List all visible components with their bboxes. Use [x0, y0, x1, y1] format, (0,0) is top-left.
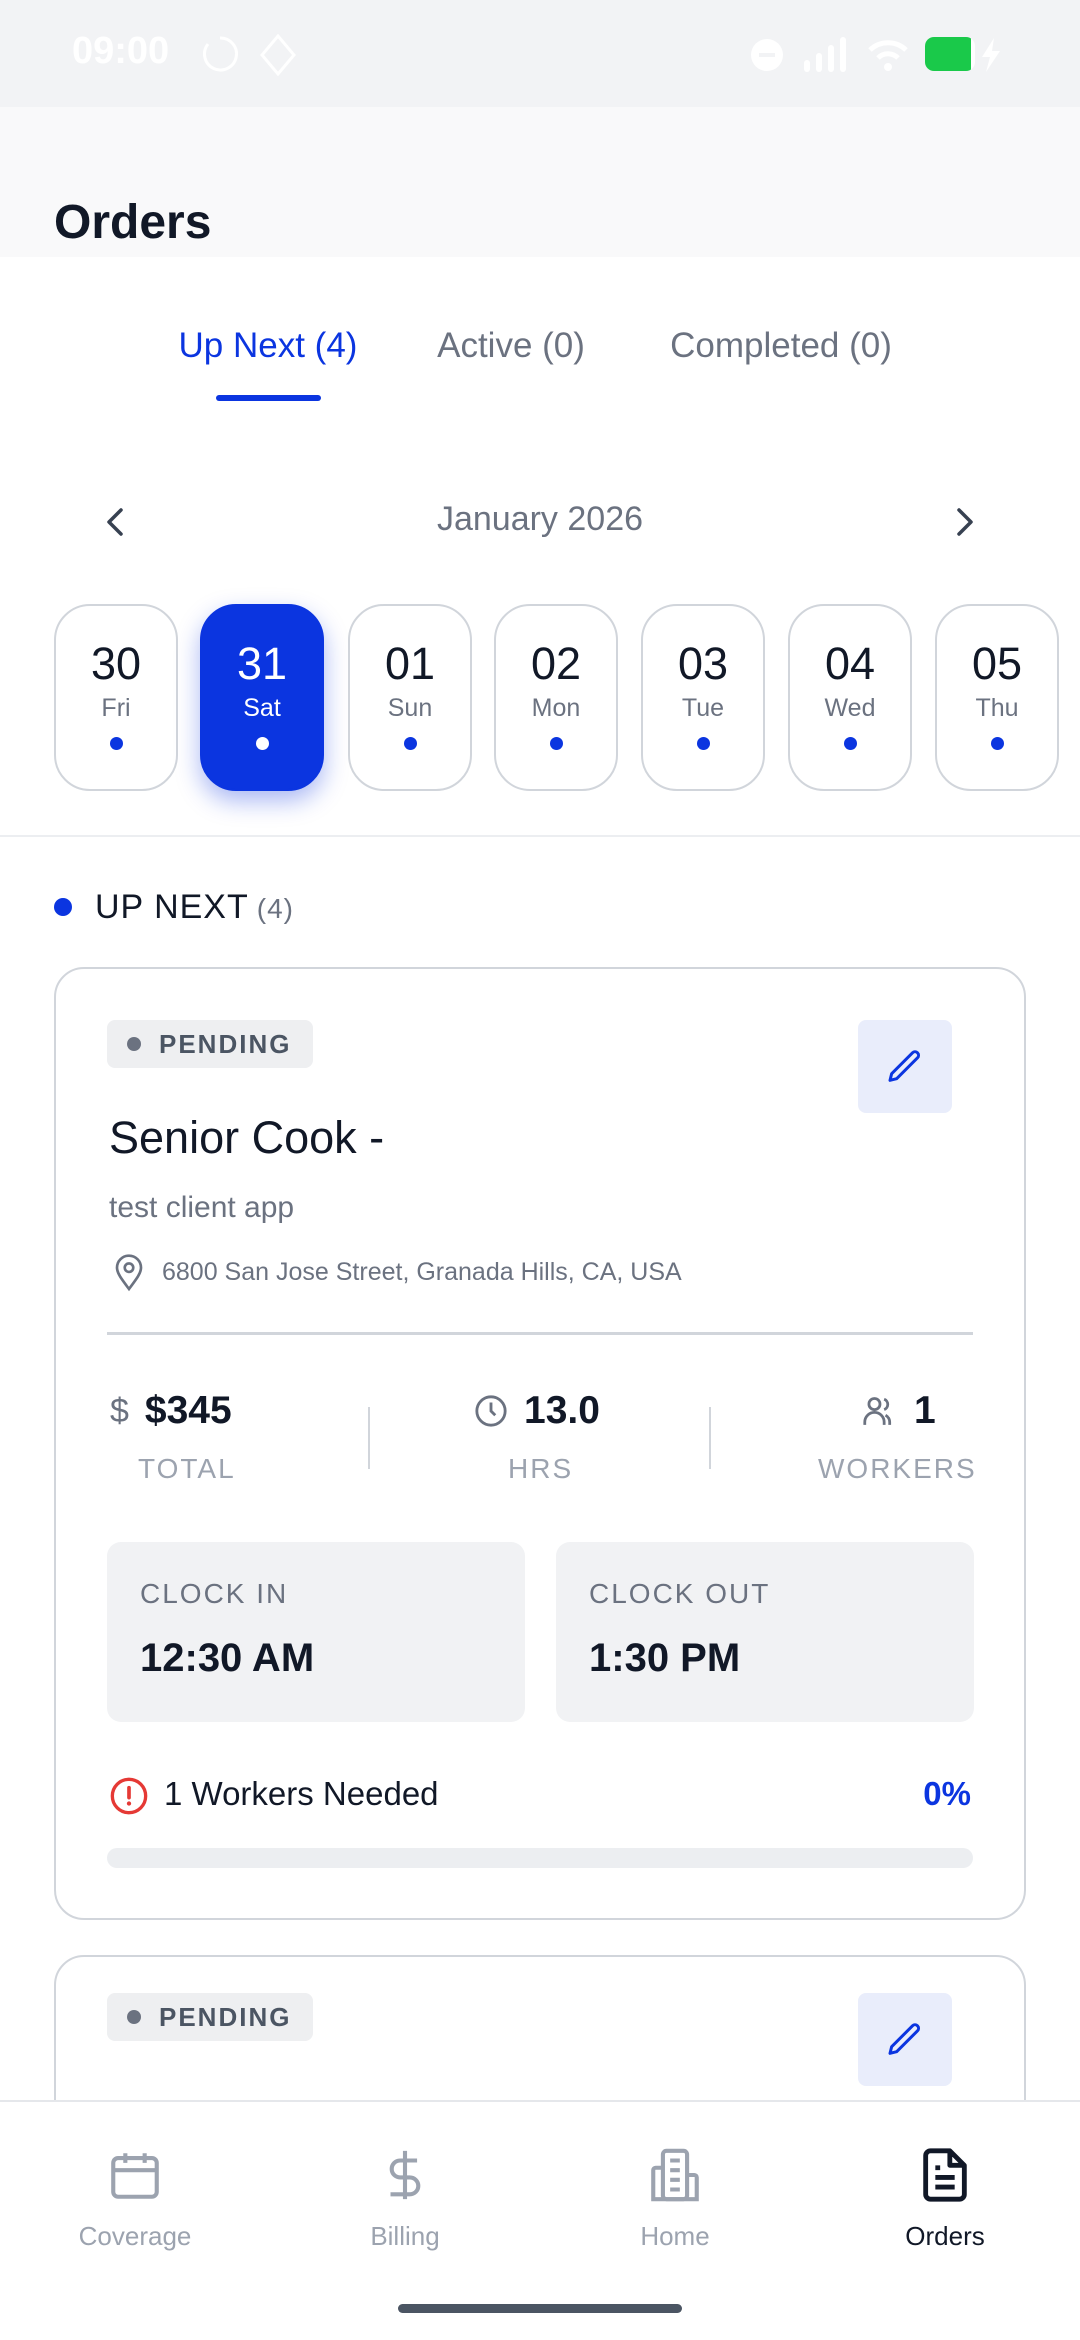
workers-needed: 1 Workers Needed	[164, 1775, 439, 1812]
loading-icon	[203, 36, 238, 72]
page-title: Orders	[54, 196, 212, 249]
total-label: TOTAL	[138, 1453, 236, 1484]
pencil-icon	[888, 2022, 921, 2055]
edit-button[interactable]	[858, 1993, 952, 2086]
chevron-left-icon[interactable]	[96, 502, 136, 542]
pencil-icon	[888, 1049, 921, 1082]
stat-separator	[709, 1407, 711, 1469]
tab-up-next[interactable]: Up Next (4)	[178, 326, 358, 365]
date-chip[interactable]: 31 Sat	[200, 604, 324, 791]
date-chip[interactable]: 03 Tue	[641, 604, 765, 791]
date-chip[interactable]: 04 Wed	[788, 604, 912, 791]
charging-icon	[982, 38, 1000, 72]
section-heading: UP NEXT (4)	[95, 888, 294, 927]
orders-dot	[549, 737, 563, 750]
month-label: January 2026	[436, 500, 644, 538]
date-number: 03	[677, 638, 729, 689]
date-chip[interactable]: 30 Fri	[54, 604, 178, 791]
section-label: UP NEXT	[95, 888, 249, 926]
section-dot	[54, 898, 72, 916]
orders-dot	[696, 737, 710, 750]
date-number: 30	[90, 638, 142, 689]
fill-percent: 0%	[923, 1775, 971, 1812]
date-weekday: Sat	[243, 694, 281, 722]
hours-label: HRS	[508, 1453, 574, 1484]
status-bar: 09:00	[0, 0, 1080, 107]
date-chip[interactable]: 02 Mon	[494, 604, 618, 791]
document-icon	[923, 2148, 967, 2202]
date-weekday: Wed	[824, 694, 876, 722]
location-pin-icon	[115, 1254, 143, 1292]
total-stat: $ $345	[110, 1389, 232, 1432]
calendar-icon	[111, 2153, 159, 2199]
header	[0, 107, 1080, 257]
nav-orders[interactable]: Orders	[845, 2146, 1045, 2252]
order-card[interactable]: PENDING Senior Cook - test client app 68…	[54, 967, 1026, 1920]
nav-coverage[interactable]: Coverage	[35, 2146, 235, 2252]
date-chip[interactable]: 01 Sun	[348, 604, 472, 791]
order-address: 6800 San Jose Street, Granada Hills, CA,…	[162, 1258, 682, 1286]
battery-icon	[925, 37, 975, 71]
chevron-right-icon[interactable]	[944, 502, 984, 542]
clock-out-box: CLOCK OUT 1:30 PM	[556, 1542, 974, 1722]
clock-icon	[475, 1395, 507, 1427]
card-divider	[107, 1332, 973, 1335]
nav-home[interactable]: Home	[575, 2146, 775, 2252]
users-icon	[863, 1397, 892, 1425]
edit-button[interactable]	[858, 1020, 952, 1113]
app-notification-icon	[260, 34, 296, 76]
date-number: 04	[824, 638, 876, 689]
stat-separator	[368, 1407, 370, 1469]
date-weekday: Sun	[387, 694, 433, 722]
date-chip[interactable]: 05 Thu	[935, 604, 1059, 791]
home-indicator[interactable]	[398, 2304, 682, 2313]
fill-progress-bar	[107, 1848, 973, 1868]
date-weekday: Tue	[681, 694, 725, 722]
status-badge: PENDING	[107, 1993, 314, 2041]
workers-stat: 1	[862, 1389, 936, 1433]
nav-billing[interactable]: Billing	[305, 2146, 505, 2252]
orders-dot	[255, 737, 269, 750]
alert-icon	[110, 1777, 148, 1815]
date-weekday: Mon	[531, 694, 581, 722]
orders-dot	[403, 737, 417, 750]
section-count: (4)	[256, 893, 294, 924]
date-number: 31	[236, 638, 288, 689]
client-name: test client app	[109, 1191, 295, 1224]
signal-icon	[804, 37, 846, 72]
date-number: 02	[530, 638, 582, 689]
date-number: 01	[384, 638, 436, 689]
divider	[0, 835, 1080, 837]
orders-dot	[990, 737, 1004, 750]
clock-in-box: CLOCK IN 12:30 AM	[107, 1542, 525, 1722]
wifi-icon	[868, 40, 908, 71]
status-time: 09:00	[72, 30, 170, 72]
orders-dot	[843, 737, 857, 750]
dollar-icon	[389, 2150, 421, 2200]
date-weekday: Fri	[101, 694, 131, 722]
order-title: Senior Cook -	[109, 1112, 385, 1163]
bottom-nav	[0, 2100, 1080, 2340]
building-icon	[651, 2148, 699, 2202]
active-tab-indicator	[216, 395, 321, 401]
workers-label: WORKERS	[818, 1453, 977, 1484]
date-weekday: Thu	[975, 694, 1019, 722]
dnd-icon	[751, 39, 783, 71]
hours-stat: 13.0	[474, 1389, 600, 1433]
tab-completed[interactable]: Completed (0)	[670, 326, 892, 365]
status-badge: PENDING	[107, 1020, 314, 1068]
orders-dot	[109, 737, 123, 750]
tab-active[interactable]: Active (0)	[437, 326, 585, 365]
date-number: 05	[971, 638, 1023, 689]
dollar-icon: $	[110, 1391, 129, 1430]
